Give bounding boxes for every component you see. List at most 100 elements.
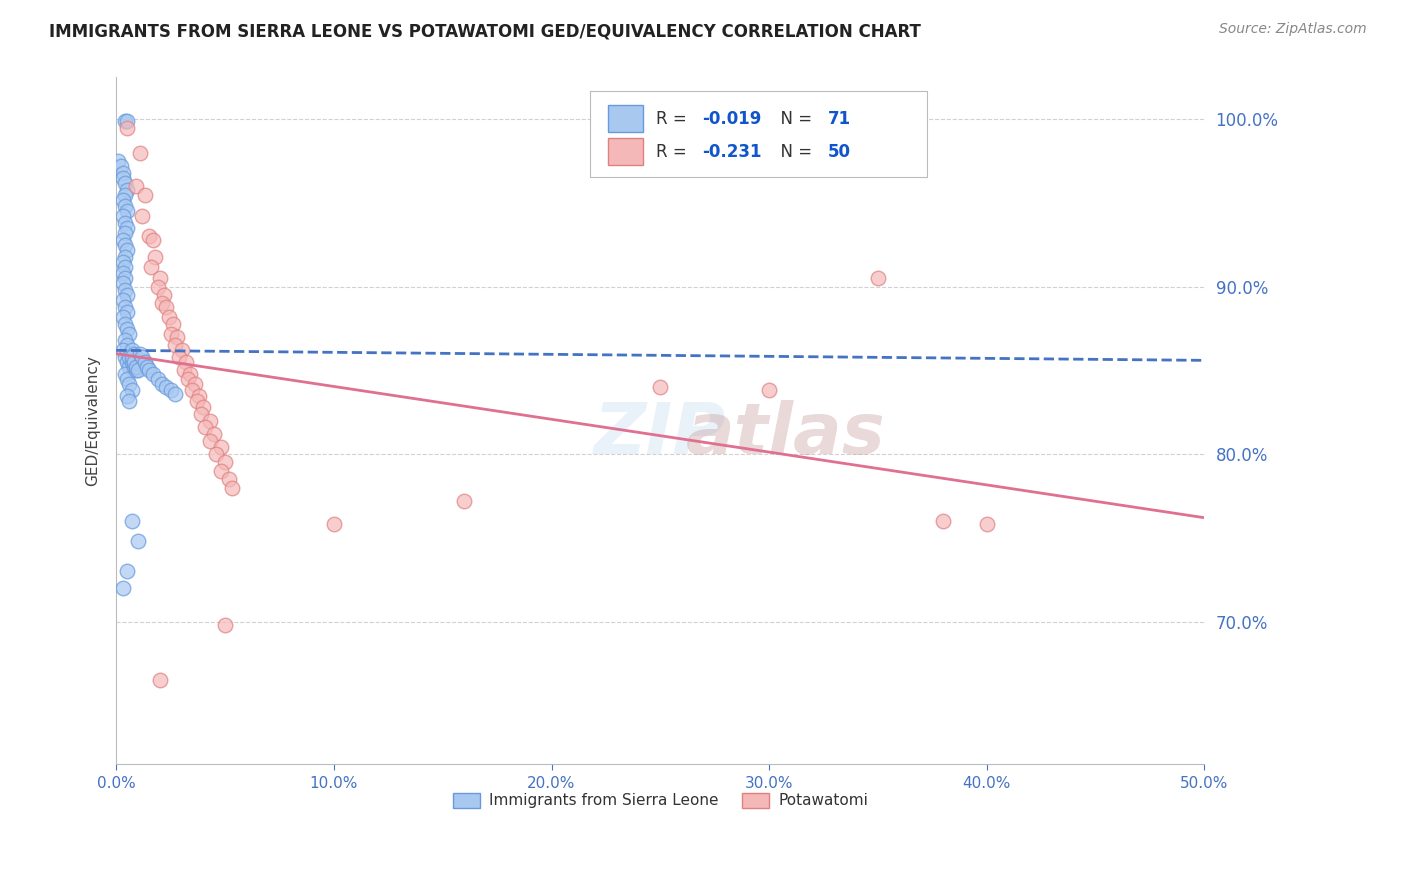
Point: [159, 326, 181, 341]
Text: N =: N =: [770, 143, 818, 161]
Point: [190, 407, 212, 421]
Point: [150, 376, 173, 391]
Point: [202, 427, 225, 442]
Point: [932, 514, 955, 528]
Point: [115, 321, 138, 335]
Point: [218, 472, 240, 486]
FancyBboxPatch shape: [609, 138, 643, 165]
Point: [163, 338, 186, 352]
Point: [221, 481, 243, 495]
Point: [129, 346, 152, 360]
Point: [114, 300, 136, 314]
Text: IMMIGRANTS FROM SIERRA LEONE VS POTAWATOMI GED/EQUIVALENCY CORRELATION CHART: IMMIGRANTS FROM SIERRA LEONE VS POTAWATO…: [49, 22, 921, 40]
Text: 71: 71: [828, 110, 851, 128]
Point: [127, 534, 149, 549]
Point: [162, 317, 184, 331]
Point: [129, 145, 152, 160]
Point: [114, 187, 136, 202]
Legend: Immigrants from Sierra Leone, Potawatomi: Immigrants from Sierra Leone, Potawatomi: [447, 787, 875, 814]
Point: [115, 305, 138, 319]
Point: [188, 388, 211, 402]
Text: Source: ZipAtlas.com: Source: ZipAtlas.com: [1219, 22, 1367, 37]
Point: [115, 564, 138, 578]
Point: [214, 455, 236, 469]
Point: [121, 384, 143, 398]
Point: [149, 271, 172, 285]
Point: [115, 372, 138, 386]
Point: [150, 296, 173, 310]
Point: [111, 293, 134, 307]
Point: [111, 310, 134, 324]
Point: [114, 226, 136, 240]
Point: [866, 271, 889, 285]
Point: [111, 343, 134, 358]
Point: [125, 359, 148, 374]
Point: [131, 210, 153, 224]
Point: [183, 376, 205, 391]
Point: [214, 618, 236, 632]
Point: [111, 266, 134, 280]
Point: [114, 317, 136, 331]
Point: [114, 250, 136, 264]
Point: [115, 120, 138, 135]
Point: [166, 330, 188, 344]
Point: [118, 393, 141, 408]
Point: [107, 154, 129, 169]
Point: [650, 380, 672, 394]
Point: [121, 343, 143, 358]
Point: [114, 367, 136, 381]
Point: [146, 372, 169, 386]
Point: [173, 363, 195, 377]
Point: [142, 233, 165, 247]
Point: [115, 355, 138, 369]
Point: [322, 517, 344, 532]
Point: [115, 338, 138, 352]
Point: [114, 271, 136, 285]
Point: [111, 170, 134, 185]
Point: [155, 300, 177, 314]
Point: [194, 420, 217, 434]
Point: [209, 464, 232, 478]
Text: -0.231: -0.231: [702, 143, 761, 161]
FancyBboxPatch shape: [589, 91, 927, 177]
Point: [138, 229, 160, 244]
Point: [125, 363, 148, 377]
Point: [115, 221, 138, 235]
Point: [155, 380, 177, 394]
Point: [453, 494, 475, 508]
Point: [159, 384, 181, 398]
Point: [135, 359, 157, 374]
Point: [131, 350, 153, 364]
Point: [111, 254, 134, 268]
Point: [134, 187, 156, 202]
Point: [125, 179, 148, 194]
Point: [209, 441, 232, 455]
Point: [205, 447, 228, 461]
Point: [111, 166, 134, 180]
Point: [138, 363, 160, 377]
Point: [111, 581, 134, 595]
Point: [115, 288, 138, 302]
Point: [114, 199, 136, 213]
Text: 50: 50: [828, 143, 851, 161]
Point: [118, 376, 141, 391]
Point: [121, 355, 143, 369]
Point: [118, 350, 141, 364]
Text: R =: R =: [657, 143, 692, 161]
Point: [122, 355, 145, 369]
Text: ZIP: ZIP: [595, 400, 727, 469]
Point: [114, 283, 136, 297]
Point: [186, 393, 208, 408]
Point: [163, 387, 186, 401]
Text: N =: N =: [770, 110, 818, 128]
Point: [111, 233, 134, 247]
Point: [118, 359, 141, 374]
Point: [115, 183, 138, 197]
Point: [181, 384, 204, 398]
Point: [121, 350, 143, 364]
Point: [114, 216, 136, 230]
Point: [111, 193, 134, 207]
Point: [976, 517, 998, 532]
Point: [758, 384, 780, 398]
Point: [114, 237, 136, 252]
